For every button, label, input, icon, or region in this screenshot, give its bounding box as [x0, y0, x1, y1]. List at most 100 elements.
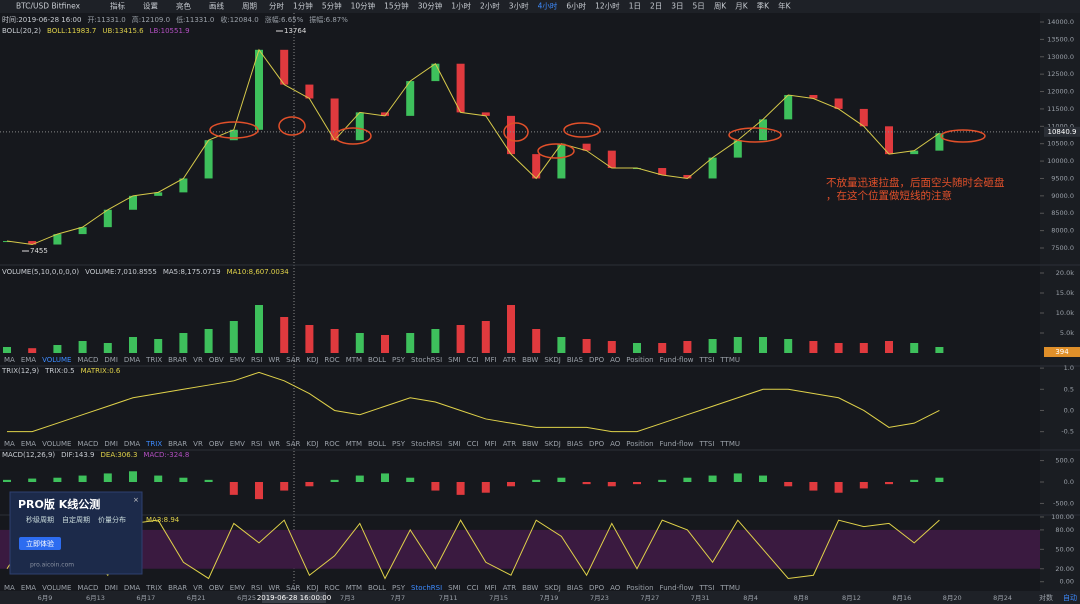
period-button[interactable]: 15分钟	[384, 1, 409, 11]
indicator-tab[interactable]: VOLUME	[42, 584, 71, 592]
indicator-tab[interactable]: VOLUME	[42, 356, 71, 364]
indicator-tab[interactable]: KDJ	[306, 356, 318, 364]
indicator-tab[interactable]: Fund-flow	[660, 356, 694, 364]
period-button[interactable]: 5日	[693, 2, 705, 11]
period-button[interactable]: 1小时	[451, 1, 471, 11]
indicator-tab[interactable]: CCI	[467, 584, 479, 592]
indicator-tab[interactable]: ATR	[503, 440, 517, 448]
indicator-tab[interactable]: DMI	[104, 584, 118, 592]
indicator-tab[interactable]: Position	[626, 440, 653, 448]
indicator-tab[interactable]: MFI	[485, 584, 497, 592]
indicator-tab[interactable]: TRIX	[145, 356, 162, 364]
indicator-tab[interactable]: DPO	[589, 440, 605, 448]
indicator-tab[interactable]: VR	[193, 356, 203, 364]
indicator-tab[interactable]: SAR	[286, 584, 300, 592]
indicator-tab[interactable]: SKDJ	[544, 440, 561, 448]
indicator-tab[interactable]: ATR	[503, 356, 517, 364]
indicator-tab[interactable]: TRIX	[145, 584, 162, 592]
indicator-tab[interactable]: BOLL	[368, 584, 386, 592]
indicator-tab[interactable]: PSY	[392, 584, 406, 592]
indicator-tab[interactable]: MTM	[346, 584, 362, 592]
indicator-tab[interactable]: WR	[268, 356, 280, 364]
indicator-tab[interactable]: BBW	[522, 440, 538, 448]
period-button[interactable]: 分时	[269, 1, 284, 11]
indicator-tab[interactable]: PSY	[392, 356, 406, 364]
indicator-tab[interactable]: TTSI	[698, 584, 714, 592]
period-button[interactable]: 4小时	[538, 1, 558, 11]
period-button[interactable]: 3日	[671, 2, 683, 11]
promo-button-label[interactable]: 立即体验	[26, 539, 54, 548]
period-button[interactable]: 12小时	[595, 1, 620, 11]
indicator-tab[interactable]: DMA	[124, 440, 140, 448]
indicator-tab[interactable]: BOLL	[368, 356, 386, 364]
period-button[interactable]: 6小时	[566, 1, 586, 11]
indicator-tab[interactable]: EMV	[230, 440, 245, 448]
indicator-tab[interactable]: RSI	[251, 356, 262, 364]
indicator-tab[interactable]: MA	[4, 440, 15, 448]
period-button[interactable]: 1日	[629, 2, 641, 11]
indicator-tab[interactable]: MFI	[485, 440, 497, 448]
indicator-tab[interactable]: DMA	[124, 584, 140, 592]
indicator-tab[interactable]: SMI	[448, 440, 461, 448]
indicator-tab[interactable]: OBV	[209, 356, 224, 364]
indicator-tab[interactable]: MACD	[77, 440, 98, 448]
indicator-tab[interactable]: OBV	[209, 584, 224, 592]
indicator-tab[interactable]: BBW	[522, 584, 538, 592]
indicator-tab[interactable]: WR	[268, 584, 280, 592]
period-button[interactable]: 年K	[778, 1, 791, 11]
indicator-tab[interactable]: SAR	[286, 356, 300, 364]
indicator-tab[interactable]: TTSI	[698, 356, 714, 364]
indicator-tab[interactable]: BIAS	[567, 584, 584, 592]
indicator-tab[interactable]: DMI	[104, 440, 118, 448]
indicator-tab[interactable]: DMA	[124, 356, 140, 364]
indicator-tab[interactable]: BRAR	[168, 584, 187, 592]
indicator-tab[interactable]: Position	[626, 356, 653, 364]
indicator-tab[interactable]: Fund-flow	[660, 584, 694, 592]
indicator-tab[interactable]: TTMU	[719, 356, 740, 364]
indicator-tab[interactable]: SMI	[448, 584, 461, 592]
indicator-tab[interactable]: SMI	[448, 356, 461, 364]
footer-toggle[interactable]: 对数	[1039, 593, 1053, 602]
promo-close[interactable]: ×	[133, 496, 139, 504]
indicator-tab[interactable]: AO	[610, 584, 621, 592]
indicator-tab[interactable]: Position	[626, 584, 653, 592]
indicator-tab[interactable]: DMI	[104, 356, 118, 364]
indicator-tab[interactable]: CCI	[467, 440, 479, 448]
indicator-tab[interactable]: MTM	[346, 440, 362, 448]
indicator-tab[interactable]: BBW	[522, 356, 538, 364]
indicator-tab[interactable]: VR	[193, 584, 203, 592]
indicator-tab[interactable]: BOLL	[368, 440, 386, 448]
indicator-tab[interactable]: StochRSI	[411, 440, 442, 448]
indicator-tab[interactable]: EMV	[230, 356, 245, 364]
indicator-tab[interactable]: ATR	[503, 584, 517, 592]
indicator-tab[interactable]: TTMU	[719, 584, 740, 592]
indicator-tab[interactable]: StochRSI	[411, 356, 442, 364]
period-button[interactable]: 3小时	[509, 1, 529, 11]
indicator-tab[interactable]: ROC	[324, 356, 339, 364]
indicator-tab[interactable]: OBV	[209, 440, 224, 448]
period-button[interactable]: 5分钟	[322, 1, 342, 11]
indicator-tab[interactable]: TTSI	[698, 440, 714, 448]
indicator-tab[interactable]: VOLUME	[42, 440, 71, 448]
indicator-tab[interactable]: AO	[610, 356, 621, 364]
indicator-tab[interactable]: ROC	[324, 584, 339, 592]
indicator-tab[interactable]: MA	[4, 584, 15, 592]
indicator-tab[interactable]: WR	[268, 440, 280, 448]
indicator-tab[interactable]: BRAR	[168, 356, 187, 364]
indicator-tab[interactable]: SKDJ	[544, 584, 561, 592]
indicator-tab[interactable]: MTM	[346, 356, 362, 364]
indicator-tab[interactable]: EMA	[21, 584, 36, 592]
indicator-tab[interactable]: RSI	[251, 584, 262, 592]
indicator-tab[interactable]: RSI	[251, 440, 262, 448]
period-button[interactable]: 周K	[714, 2, 727, 11]
indicator-tab[interactable]: MACD	[77, 356, 98, 364]
indicator-tab[interactable]: ROC	[324, 440, 339, 448]
period-button[interactable]: 季K	[757, 1, 770, 11]
indicator-tab[interactable]: MACD	[77, 584, 98, 592]
period-button[interactable]: 2小时	[480, 1, 500, 11]
period-button[interactable]: 10分钟	[351, 1, 376, 11]
indicator-tab[interactable]: BIAS	[567, 356, 584, 364]
indicator-tab[interactable]: AO	[610, 440, 621, 448]
indicator-tab[interactable]: KDJ	[306, 440, 318, 448]
indicator-tab[interactable]: EMA	[21, 356, 36, 364]
